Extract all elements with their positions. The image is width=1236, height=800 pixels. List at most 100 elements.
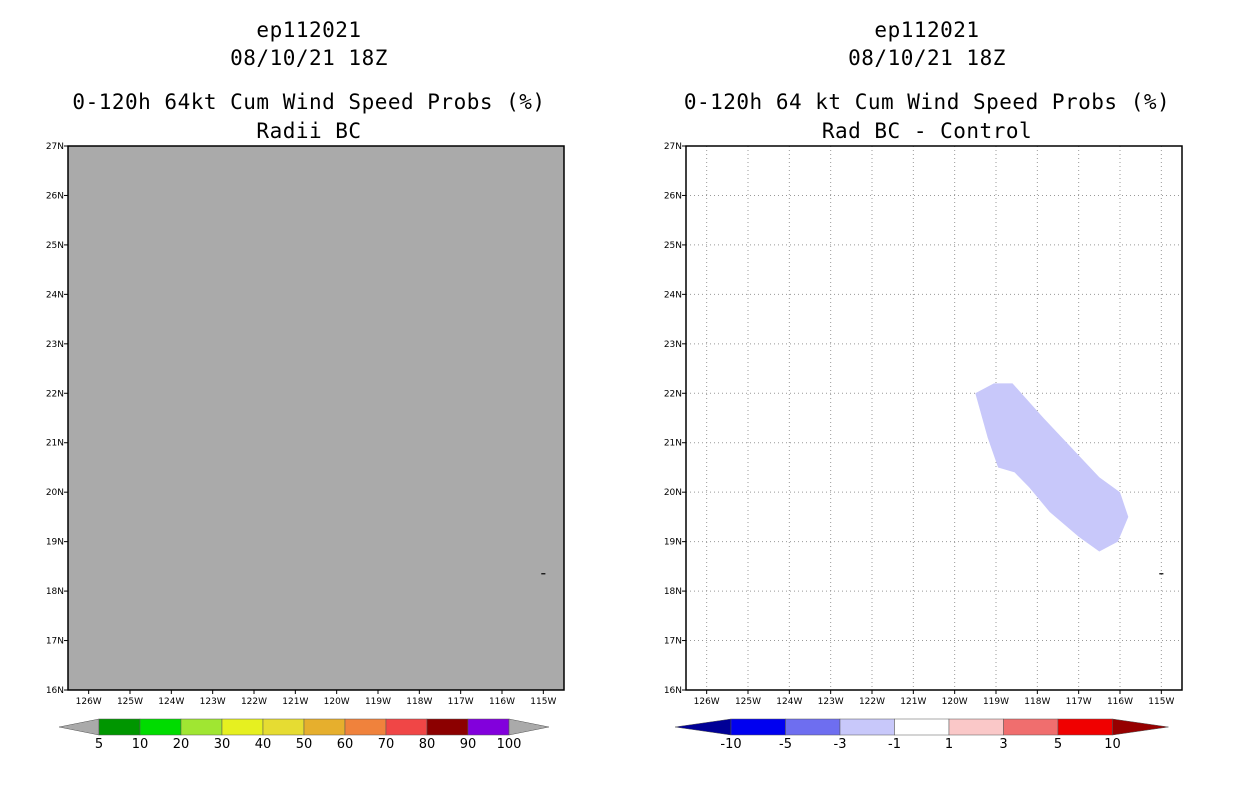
left-chart-subtitle: Radii BC xyxy=(256,119,362,143)
right-x-tick-label: 121W xyxy=(900,697,926,707)
left-x-tick-label: 118W xyxy=(406,697,432,707)
right-y-tick-label: 22N xyxy=(664,389,682,399)
left-colorbar-label: 50 xyxy=(296,737,313,752)
right-chart-svg: 126W 125W 124W 123W 122W 121W 120W 119W 118W 117W… xyxy=(664,142,1183,752)
left-x-tick-label: 120W xyxy=(324,697,350,707)
right-x-tick-label: 120W xyxy=(942,697,968,707)
left-x-tick-label: 121W xyxy=(282,697,308,707)
left-colorbar-box xyxy=(139,718,182,736)
left-colorbar-box xyxy=(344,718,387,736)
left-plot-area xyxy=(68,146,564,690)
right-chart-title: 0-120h 64 kt Cum Wind Speed Probs (%) xyxy=(683,90,1171,114)
right-plot-area xyxy=(686,146,1182,690)
left-colorbar-label: 100 xyxy=(497,737,522,752)
right-y-tick-label: 25N xyxy=(664,241,682,251)
right-colorbar-box xyxy=(839,718,895,736)
left-colorbar-box xyxy=(426,718,469,736)
right-colorbar-label: 3 xyxy=(999,737,1007,752)
right-x-tick-label: 116W xyxy=(1107,697,1133,707)
right-y-tick-label: 21N xyxy=(664,439,682,449)
right-colorbar-arrow-low xyxy=(674,718,732,736)
left-colorbar-box xyxy=(180,718,223,736)
left-y-tick-label: 23N xyxy=(46,340,64,350)
left-colorbar-box xyxy=(385,718,428,736)
right-y-tick-label: 19N xyxy=(664,538,682,548)
left-colorbar-label: 30 xyxy=(214,737,231,752)
right-y-tick-label: 27N xyxy=(664,142,682,152)
left-y-tick-label: 19N xyxy=(46,538,64,548)
right-x-tick-label: 119W xyxy=(983,697,1009,707)
right-colorbar-label: -1 xyxy=(888,737,901,752)
right-y-tick-label: 24N xyxy=(664,290,682,300)
right-colorbar-box xyxy=(1003,718,1059,736)
left-y-tick-label: 27N xyxy=(46,142,64,152)
left-colorbar-label: 20 xyxy=(173,737,190,752)
left-storm-id: ep112021 xyxy=(256,18,362,42)
right-diff-region xyxy=(975,383,1129,552)
right-x-tick-label: 126W xyxy=(694,697,720,707)
left-y-tick-label: 16N xyxy=(46,686,64,696)
left-colorbar-label: 80 xyxy=(419,737,436,752)
right-y-tick-label: 26N xyxy=(664,191,682,201)
right-y-tick-label: 18N xyxy=(664,587,682,597)
right-storm-id: ep112021 xyxy=(874,18,980,42)
left-x-tick-label: 123W xyxy=(200,697,226,707)
left-y-tick-label: 26N xyxy=(46,191,64,201)
left-colorbar-box xyxy=(303,718,346,736)
left-x-tick-label: 125W xyxy=(117,697,143,707)
right-x-tick-label: 115W xyxy=(1148,697,1174,707)
left-x-tick-label: 119W xyxy=(365,697,391,707)
left-panel: ep112021 08/10/21 18Z 0-120h 64kt Cum Wi… xyxy=(46,18,565,752)
left-colorbar-arrow-high xyxy=(508,718,550,736)
left-x-tick-label: 126W xyxy=(76,697,102,707)
left-colorbar-box xyxy=(98,718,141,736)
right-y-tick-label: 17N xyxy=(664,637,682,647)
left-y-tick-label: 21N xyxy=(46,439,64,449)
right-chart-subtitle: Rad BC - Control xyxy=(821,119,1033,143)
left-colorbar-box xyxy=(262,718,305,736)
left-plot-frame xyxy=(67,145,565,691)
left-x-tick-label: 115W xyxy=(530,697,556,707)
right-colorbar-box xyxy=(785,718,841,736)
right-x-tick-label: 118W xyxy=(1024,697,1050,707)
right-colorbar-label: -10 xyxy=(720,737,741,752)
left-datetime: 08/10/21 18Z xyxy=(230,46,388,70)
left-chart-title: 0-120h 64kt Cum Wind Speed Probs (%) xyxy=(72,90,546,114)
right-panel: ep112021 08/10/21 18Z 0-120h 64 kt Cum W… xyxy=(618,0,1236,800)
left-y-tick-label: 20N xyxy=(46,488,64,498)
right-y-tick-label: 20N xyxy=(664,488,682,498)
right-datetime: 08/10/21 18Z xyxy=(848,46,1006,70)
left-x-tick-label: 117W xyxy=(448,697,474,707)
right-x-tick-label: 122W xyxy=(859,697,885,707)
left-colorbar-label: 5 xyxy=(95,737,103,752)
left-chart-svg: 126W 125W 124W 123W 122W 121W 120W 119W 118W 117W… xyxy=(46,142,565,752)
right-x-tick-label: 125W xyxy=(735,697,761,707)
right-y-tick-label: 23N xyxy=(664,340,682,350)
right-colorbar-box xyxy=(1057,718,1113,736)
left-y-tick-label: 24N xyxy=(46,290,64,300)
right-colorbar-label: 5 xyxy=(1054,737,1062,752)
left-x-tick-label: 116W xyxy=(489,697,515,707)
right-colorbar-box xyxy=(948,718,1004,736)
left-colorbar-label: 70 xyxy=(378,737,395,752)
left-colorbar-label: 90 xyxy=(460,737,477,752)
right-colorbar-label: -3 xyxy=(834,737,847,752)
left-y-tick-label: 25N xyxy=(46,241,64,251)
right-colorbar-label: 1 xyxy=(945,737,953,752)
right-colorbar-box xyxy=(730,718,786,736)
right-plot-frame xyxy=(685,145,1183,691)
left-colorbar-label: 60 xyxy=(337,737,354,752)
right-y-tick-label: 16N xyxy=(664,686,682,696)
right-colorbar-box xyxy=(894,718,950,736)
left-y-tick-label: 17N xyxy=(46,637,64,647)
left-colorbar-box xyxy=(467,718,510,736)
left-y-tick-label: 18N xyxy=(46,587,64,597)
right-x-tick-label: 124W xyxy=(776,697,802,707)
left-y-tick-label: 22N xyxy=(46,389,64,399)
left-x-tick-label: 124W xyxy=(158,697,184,707)
right-colorbar-label: 10 xyxy=(1104,737,1121,752)
left-x-tick-label: 122W xyxy=(241,697,267,707)
left-colorbar-box xyxy=(221,718,264,736)
left-colorbar-label: 40 xyxy=(255,737,272,752)
right-colorbar-arrow-high xyxy=(1112,718,1169,736)
